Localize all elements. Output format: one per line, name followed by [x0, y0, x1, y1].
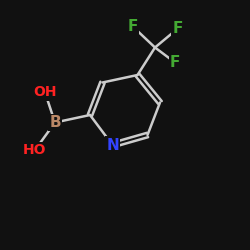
Text: HO: HO [23, 143, 47, 157]
Text: OH: OH [33, 86, 57, 100]
Text: F: F [170, 55, 180, 70]
Text: B: B [49, 115, 61, 130]
Text: F: F [127, 19, 138, 34]
Text: F: F [172, 21, 183, 36]
Text: N: N [106, 138, 119, 152]
